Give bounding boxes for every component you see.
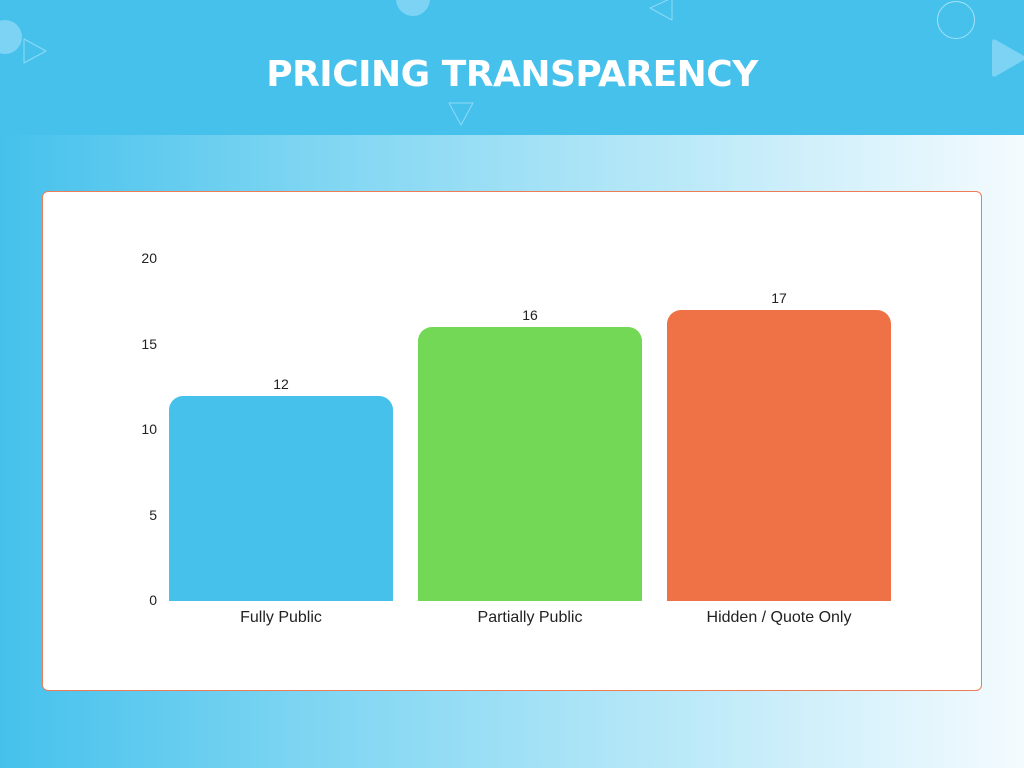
y-axis-tick-label: 0 <box>149 592 157 608</box>
bar-value-label: 12 <box>273 375 289 392</box>
bar-chart: 0 5 10 15 20 12 Fully Public 16 Partially Public… <box>43 192 981 690</box>
x-axis-category-label: Partially Public <box>477 609 583 626</box>
bar-hidden-quote-only <box>667 310 891 601</box>
y-axis-tick-label: 20 <box>141 250 157 266</box>
bar-fully-public <box>169 395 393 601</box>
play-triangle-filled-icon <box>992 39 1024 77</box>
y-axis-tick-label: 15 <box>141 335 157 352</box>
circle-decoration-icon <box>396 0 430 16</box>
play-triangle-outline-icon <box>23 38 47 64</box>
down-triangle-outline-icon <box>448 102 474 126</box>
header-banner: PRICING TRANSPARENCY <box>0 0 1024 135</box>
chart-card: 0 5 10 15 20 12 Fully Public 16 Partially Public… <box>42 191 982 691</box>
x-axis-category-label: Fully Public <box>240 609 322 626</box>
circle-outline-decoration-icon <box>937 1 975 39</box>
x-axis-category-label: Hidden / Quote Only <box>706 609 852 626</box>
circle-decoration-icon <box>0 20 22 54</box>
bar-value-label: 17 <box>771 290 787 307</box>
page-title: PRICING TRANSPARENCY <box>266 54 758 95</box>
y-axis-tick-label: 10 <box>141 421 157 437</box>
bar-value-label: 16 <box>522 307 538 324</box>
bar-partially-public <box>418 327 642 601</box>
left-triangle-outline-icon <box>649 0 673 21</box>
y-axis-tick-label: 5 <box>149 506 157 523</box>
